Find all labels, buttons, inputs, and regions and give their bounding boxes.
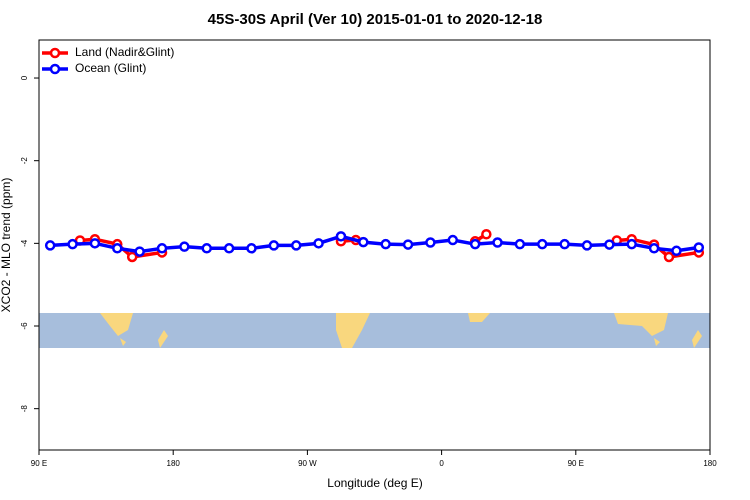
data-point <box>268 240 280 251</box>
x-tick-label: 0 <box>439 459 444 468</box>
data-point <box>537 238 548 250</box>
data-point <box>648 243 660 254</box>
data-point <box>581 240 593 251</box>
land-map <box>100 313 168 348</box>
y-tick-label: -8 <box>20 405 29 413</box>
data-point <box>134 246 145 257</box>
x-tick-label: 90 E <box>31 459 47 468</box>
data-point <box>67 238 78 250</box>
data-point <box>447 234 459 246</box>
data-point <box>514 238 526 250</box>
y-tick-label: -4 <box>20 239 29 247</box>
data-point <box>290 240 302 251</box>
map-strip <box>39 313 710 348</box>
legend-label: Land (Nadir&Glint) <box>75 45 174 59</box>
y-tick-label: -6 <box>20 322 29 330</box>
data-point <box>201 243 212 254</box>
data-point <box>246 243 257 254</box>
data-point <box>335 231 347 242</box>
data-point <box>663 251 675 263</box>
data-point <box>604 239 615 250</box>
y-tick-label: 0 <box>20 75 29 80</box>
data-point <box>469 238 481 250</box>
data-point <box>358 236 369 248</box>
data-point <box>492 237 503 248</box>
chart-title: 45S-30S April (Ver 10) 2015-01-01 to 202… <box>208 11 543 28</box>
x-tick-label: 180 <box>167 459 181 468</box>
data-point <box>179 241 190 252</box>
data-point <box>559 238 570 250</box>
data-point <box>402 239 414 250</box>
land-map <box>468 313 490 322</box>
data-point <box>481 229 492 240</box>
data-point <box>693 242 705 253</box>
plot-frame <box>38 39 711 451</box>
data-point <box>313 238 324 249</box>
data-point <box>425 237 436 248</box>
x-axis-label: Longitude (deg E) <box>327 476 422 490</box>
data-point <box>671 245 682 257</box>
data-point <box>156 243 168 254</box>
data-point <box>626 238 637 250</box>
y-axis-label: XCO2 - MLO trend (ppm) <box>0 178 13 313</box>
ocean-map <box>39 313 710 348</box>
x-tick-label: 90 E <box>568 459 584 468</box>
land-map <box>614 313 702 348</box>
data-point <box>380 238 391 250</box>
legend-marker <box>49 47 61 59</box>
y-tick-label: -2 <box>20 157 29 165</box>
legend-label: Ocean (Glint) <box>75 61 146 75</box>
x-tick-label: 90 W <box>298 459 317 468</box>
data-point <box>223 243 235 254</box>
legend-marker <box>49 63 61 75</box>
data-point <box>44 240 56 251</box>
x-tick-label: 180 <box>703 459 717 468</box>
land-map <box>336 313 370 348</box>
data-point <box>126 251 138 263</box>
data-point <box>89 238 101 249</box>
data-point <box>112 243 123 254</box>
